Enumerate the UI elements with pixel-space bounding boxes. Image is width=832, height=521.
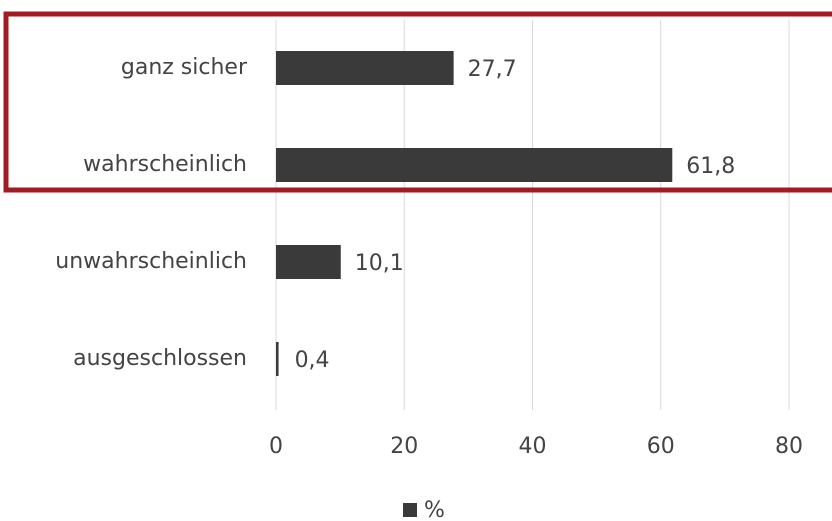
x-tick-label: 80	[775, 434, 803, 459]
data-label: 27,7	[468, 57, 517, 82]
data-label: 10,1	[355, 251, 404, 276]
y-tick-label: ganz sicher	[121, 55, 248, 80]
x-tick-label: 60	[647, 434, 675, 459]
bar	[276, 51, 454, 85]
y-tick-label: wahrscheinlich	[83, 152, 247, 177]
data-label: 0,4	[295, 348, 330, 373]
highlight-box	[3, 11, 832, 193]
bar	[276, 342, 279, 376]
bar	[276, 148, 673, 182]
data-label: 61,8	[686, 154, 735, 179]
legend-swatch	[403, 503, 417, 517]
marks-layer: 0 20 40 60 80 ganz sicher 27,7 wahrscheinlich 61…	[55, 51, 803, 521]
x-tick-label: 40	[519, 434, 547, 459]
y-tick-label: ausgeschlossen	[73, 346, 247, 371]
x-tick-label: 20	[390, 434, 418, 459]
x-tick-label: 0	[269, 434, 283, 459]
bar	[276, 245, 341, 279]
legend-label: %	[424, 498, 445, 521]
y-tick-label: unwahrscheinlich	[55, 249, 247, 274]
